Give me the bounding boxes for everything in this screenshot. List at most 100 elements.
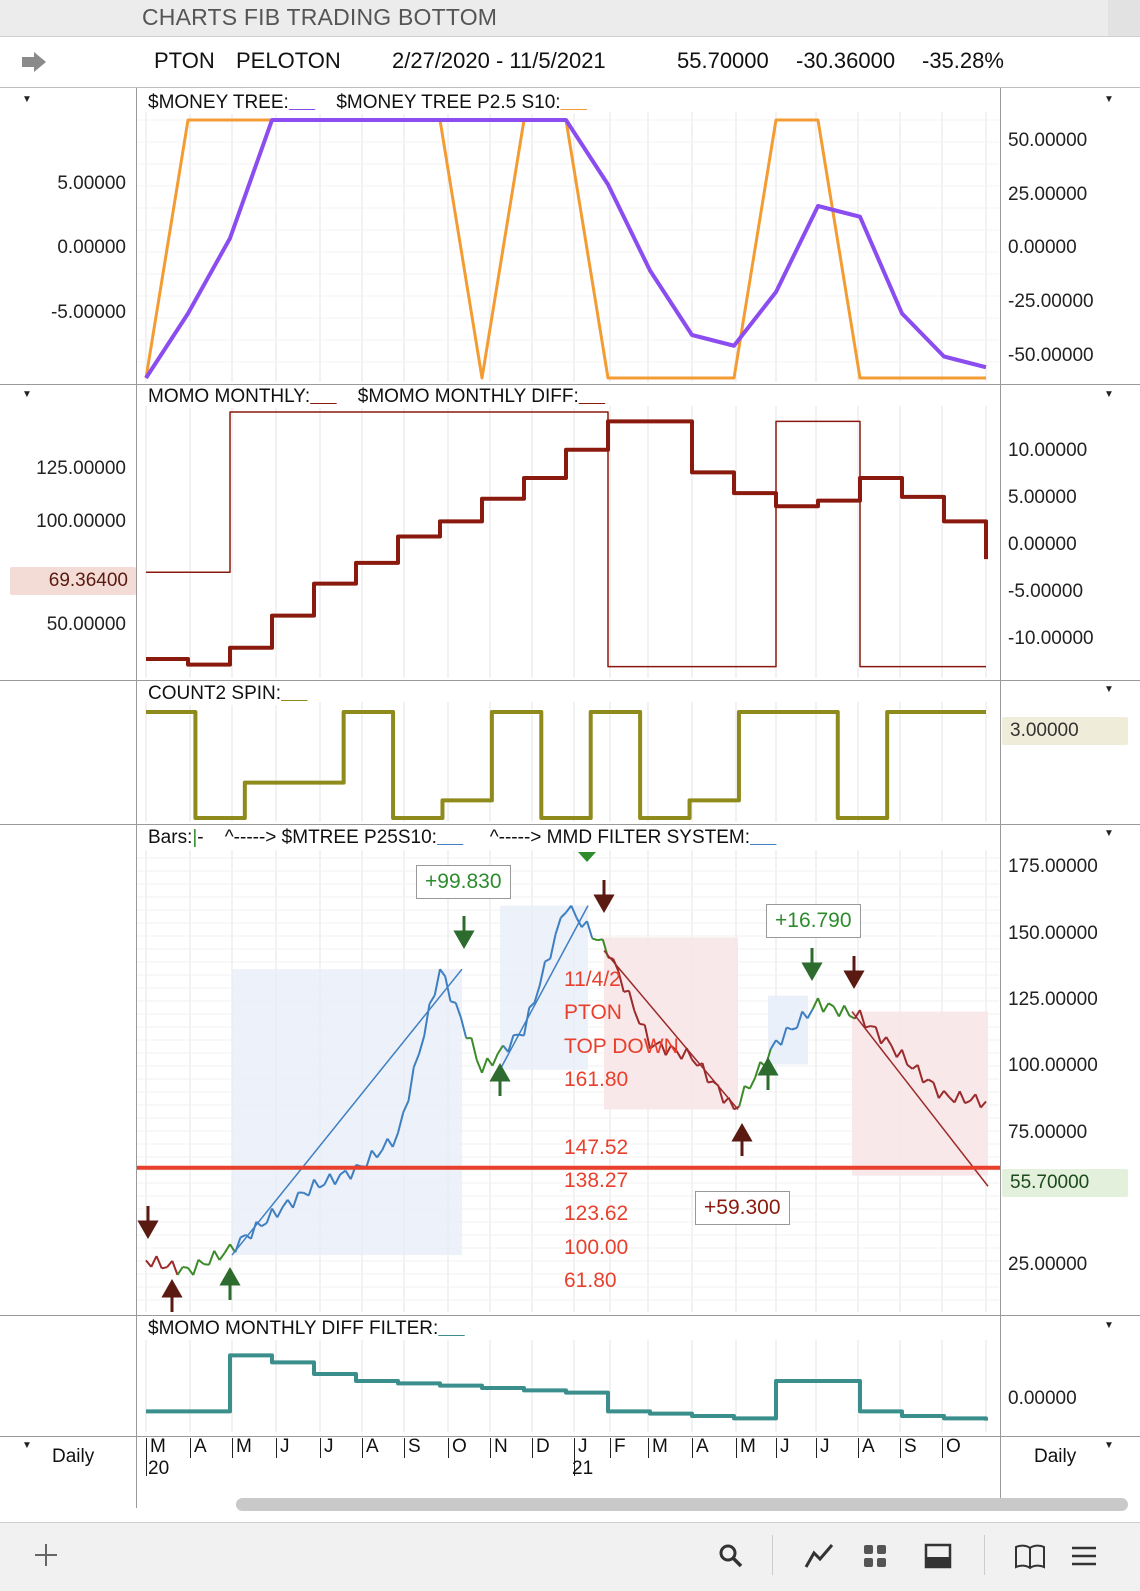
x-month-label: O [946,1436,961,1458]
money-tree-title: $MONEY TREE: $MONEY TREE P2.5 S10: [148,92,587,114]
x-month-label: J [280,1436,290,1458]
x-month-label: M [150,1436,166,1458]
momo-title: MOMO MONTHLY: $MOMO MONTHLY DIFF: [148,386,605,408]
horizontal-scrollbar[interactable] [236,1498,1128,1511]
x-month-label: F [614,1436,626,1458]
pane-menu-chevron-down-icon[interactable]: ▼ [22,94,32,105]
pane-menu-chevron-down-icon[interactable]: ▼ [1104,684,1114,695]
price-right-tick: 125.00000 [1008,989,1098,1011]
money-tree-left-tick: 5.00000 [57,173,126,195]
menu-icon[interactable] [1070,1545,1098,1567]
x-tick [648,1438,649,1458]
x-tick [610,1438,611,1458]
pane-menu-chevron-down-icon[interactable]: ▼ [22,389,32,400]
filter-right-tick: 0.00000 [1008,1388,1077,1410]
pane-momo [0,385,1140,681]
x-tick [942,1438,943,1458]
period-selector-left[interactable]: Daily [52,1446,94,1468]
pane-menu-chevron-down-icon[interactable]: ▼ [1104,389,1114,400]
fib-level: 138.27 [564,1169,628,1193]
annotation-label: TOP DOWN [564,1035,679,1059]
x-month-label: A [862,1436,875,1458]
gain-label: +16.790 [766,904,861,938]
fib-level: 123.62 [564,1202,628,1226]
momo-right-tick: 10.00000 [1008,440,1087,462]
momo-right-tick: -10.00000 [1008,628,1094,650]
fib-level: 147.52 [564,1136,628,1160]
line-chart-icon[interactable] [804,1543,834,1569]
x-tick [146,1438,147,1476]
x-month-label: A [194,1436,207,1458]
money-tree-right-tick: 25.00000 [1008,184,1087,206]
momo-right-tick: 5.00000 [1008,487,1077,509]
price-right-tick: 175.00000 [1008,856,1098,878]
panel-layout-icon[interactable] [924,1543,952,1569]
toolbar-divider [772,1535,773,1575]
money-tree-left-tick: -5.00000 [51,302,126,324]
toolbar-divider [984,1535,985,1575]
pane-money-tree [0,88,1140,385]
period-selector-right[interactable]: Daily [1034,1446,1076,1468]
money-tree-right-tick: -25.00000 [1008,291,1094,313]
money-tree-right-tick: 0.00000 [1008,237,1077,259]
x-month-label: M [236,1436,252,1458]
x-month-label: A [696,1436,709,1458]
x-tick [776,1438,777,1458]
money-tree-right-tick: 50.00000 [1008,130,1087,152]
momo-left-tick: 50.00000 [47,614,126,636]
x-month-label: M [740,1436,756,1458]
x-month-label: N [494,1436,508,1458]
book-icon[interactable] [1014,1543,1046,1569]
x-tick [404,1438,405,1458]
x-tick [692,1438,693,1458]
x-month-label: J [324,1436,334,1458]
x-tick [900,1438,901,1458]
x-month-label: D [536,1436,550,1458]
fib-level: 61.80 [564,1269,617,1293]
annotation-date: 11/4/2 [564,968,621,992]
search-icon[interactable] [718,1543,744,1569]
x-month-label: A [366,1436,379,1458]
filter-title: $MOMO MONTHLY DIFF FILTER: [148,1318,465,1340]
gain-label: +99.830 [416,865,511,899]
momo-left-tick: 100.00000 [36,511,126,533]
x-tick [362,1438,363,1458]
period-menu-chevron-down-icon[interactable]: ▼ [22,1440,32,1451]
add-icon[interactable] [32,1541,60,1569]
x-tick [858,1438,859,1458]
x-month-label: J [820,1436,830,1458]
x-tick [532,1438,533,1458]
money-tree-right-tick: -50.00000 [1008,345,1094,367]
gain-label: +59.300 [695,1191,790,1225]
x-tick [490,1438,491,1458]
x-month-label: S [904,1436,917,1458]
money-tree-left-tick: 0.00000 [57,237,126,259]
momo-left-tick: 125.00000 [36,458,126,480]
x-month-label: S [408,1436,421,1458]
x-tick [232,1438,233,1458]
grid-icon[interactable] [862,1543,888,1569]
x-tick [320,1438,321,1458]
bottom-toolbar [0,1522,1140,1591]
x-month-label: J [780,1436,790,1458]
x-month-label: O [452,1436,467,1458]
x-year-label: 20 [148,1458,169,1480]
pane-menu-chevron-down-icon[interactable]: ▼ [1104,1320,1114,1331]
x-month-label: J [578,1436,588,1458]
pane-menu-chevron-down-icon[interactable]: ▼ [1104,828,1114,839]
price-right-tick: 100.00000 [1008,1055,1098,1077]
price-right-tick: 75.00000 [1008,1122,1087,1144]
period-menu-chevron-down-icon[interactable]: ▼ [1104,1440,1114,1451]
price-right-tick: 150.00000 [1008,923,1098,945]
x-month-label: M [652,1436,668,1458]
momo-right-tick: -5.00000 [1008,581,1083,603]
x-tick [736,1438,737,1458]
annotation-symbol: PTON [564,1001,622,1025]
pane-menu-chevron-down-icon[interactable]: ▼ [1104,94,1114,105]
annotation-value: 161.80 [564,1068,628,1092]
fib-level: 100.00 [564,1236,628,1260]
x-tick [190,1438,191,1458]
x-tick [448,1438,449,1458]
count2-value-tag: 3.00000 [1002,717,1128,745]
momo-right-tick: 0.00000 [1008,534,1077,556]
